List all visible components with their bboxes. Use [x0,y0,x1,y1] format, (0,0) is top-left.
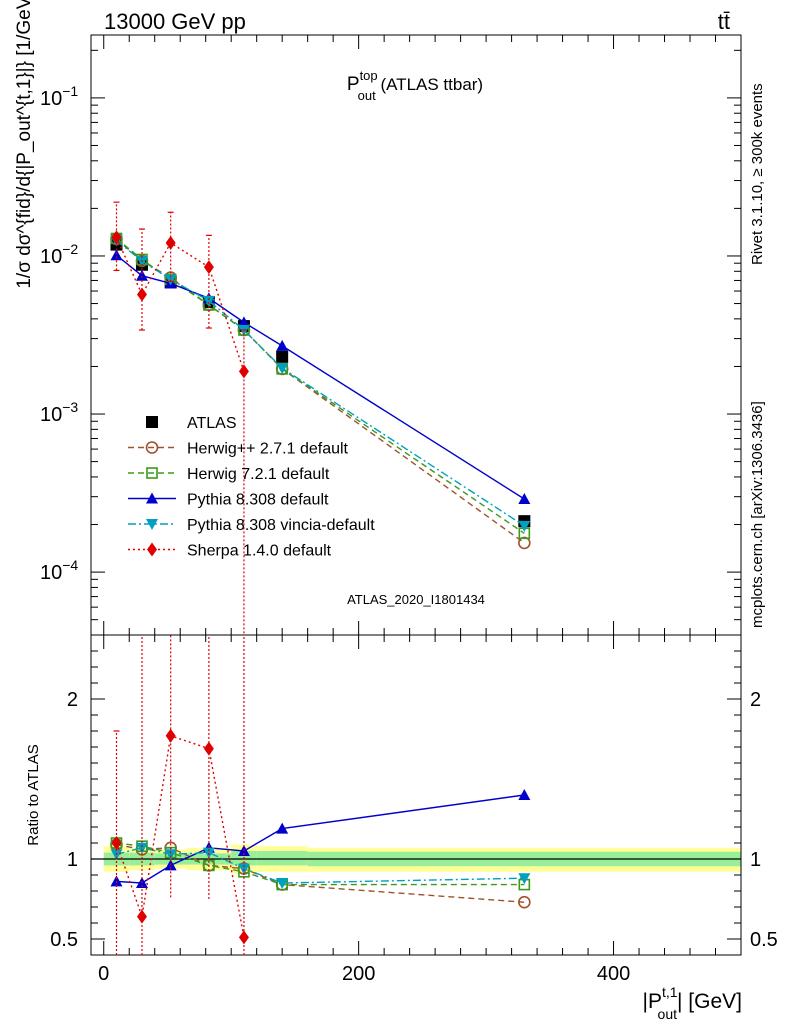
y-tick-label: 10−4 [40,557,78,584]
main-point-diamond [165,235,176,250]
x-tick-label: 400 [597,963,630,985]
ratio-point-diamond [203,741,214,756]
ratio-series-line [115,734,245,938]
ratio-point-triangle-up [110,875,123,887]
ratio-point-triangle-down [135,842,148,854]
ratio-y-tick-label-right: 0.5 [750,929,778,951]
ratio-point-triangle-up [518,789,531,800]
main-point-diamond [203,260,214,275]
y-tick-label-base: 10 [40,404,62,426]
xlabel-base: |P [643,990,662,1013]
ratio-point-triangle-down [518,873,531,885]
y-tick-label-exponent: −4 [62,557,78,573]
main-point-diamond [111,230,122,245]
ratio-point-triangle-up [276,822,289,834]
y-tick-label: 10−1 [40,83,78,110]
main-point-triangle-down [202,295,215,307]
main-point-triangle-up [518,493,531,505]
main-point-triangle-up [237,316,250,328]
ratio-data-marks [110,635,531,955]
rivet-version-label: Rivet 3.1.10, ≥ 300k events [749,83,766,265]
mcplots-source-label: mcplots.cern.ch [arXiv:1306.3436] [749,401,766,628]
legend-marker-triangle-up [146,492,158,504]
ratio-plot-frame [90,634,742,956]
y-tick-label: 10−2 [40,241,78,268]
ratio-point-circle-open [518,895,531,909]
main-point-square [276,350,289,363]
ratio-point-diamond [111,836,122,850]
legend-label: ATLAS [187,415,237,432]
main-y-axis-label: 1/σ dσ^{fid}/d{|P_out^{t,1}|} [1/GeV] [14,0,35,289]
ratio-y-tick-label-left: 0.5 [50,929,78,951]
title-base: P [347,74,360,95]
energy-label: 13000 GeV pp [104,9,246,34]
main-point-diamond [136,287,147,302]
ratio-y-axis-label: Ratio to ATLAS [25,744,42,845]
analysis-watermark: ATLAS_2020_I1801434 [347,592,485,607]
ratio-panel: 2 2 1 1 0.5 0.5 0 200 400 Ratio to ATLAS |Pt,1 ou… [25,634,778,1022]
xlabel-suffix: | [GeV] [677,990,742,1013]
ratio-band-inner [256,851,308,866]
legend: ATLAS Herwig++ 2.7.1 default Herwig 7.2.1 … [128,415,375,560]
ratio-point-diamond [136,909,147,924]
y-tick-label-base: 10 [40,562,62,584]
x-tick-label: 0 [98,963,109,985]
title-sup: top [360,68,378,83]
y-tick-label-exponent: −2 [62,241,78,257]
ratio-y-tick-label-left: 1 [67,849,78,871]
ratio-axis-ticks: 2 2 1 1 0.5 0.5 0 200 400 [50,635,778,985]
ratio-y-tick-label-right: 1 [750,849,761,871]
ratio-y-tick-label-left: 2 [67,689,78,711]
y-tick-label-exponent: −3 [62,399,78,415]
y-tick-label-exponent: −1 [62,83,78,99]
main-panel: 10−110−210−310−4 Ptop out (ATLAS ttbar) A… [14,0,742,636]
main-point-triangle-up [110,249,123,261]
legend-marker-circle-open [145,441,159,454]
xlabel-sup: t,1 [662,984,678,1000]
title-sub: out [358,88,376,103]
legend-label: Sherpa 1.4.0 default [187,543,332,560]
legend-label: Herwig 7.2.1 default [187,466,330,483]
main-series-line [116,254,525,500]
legend-marker-diamond [147,542,157,557]
main-axis-ticks: 10−110−210−310−4 [40,35,742,636]
legend-label: Pythia 8.308 vincia-default [187,517,375,534]
y-tick-label: 10−3 [40,399,78,426]
legend-marker-square [146,416,158,428]
legend-marker-triangle-down [146,519,158,530]
xlabel-sub: out [658,1006,678,1022]
main-point-triangle-down [276,363,289,375]
ratio-point-triangle-down [164,849,177,861]
x-axis-label: |Pt,1 out| [GeV] [643,984,743,1022]
x-tick-label: 200 [342,963,375,985]
ratio-point-triangle-down [276,878,289,889]
main-data-marks [110,201,531,635]
y-tick-label-base: 10 [40,246,62,268]
process-label: tt̄ [718,9,730,34]
ratio-point-diamond [238,930,249,945]
ratio-y-tick-label-right: 2 [750,689,761,711]
y-tick-label-base: 10 [40,88,62,110]
title-suffix: (ATLAS ttbar) [376,75,483,94]
main-point-triangle-down [518,520,531,532]
legend-label: Herwig++ 2.7.1 default [187,441,349,458]
ratio-point-diamond [165,728,176,743]
legend-marker-square-open [146,467,158,479]
main-series-line [115,237,245,372]
main-point-triangle-up [276,339,289,351]
legend-label: Pythia 8.308 default [187,492,329,509]
main-plot-title: Ptop out (ATLAS ttbar) [347,68,483,103]
main-point-triangle-up [135,269,148,281]
main-point-circle-open [518,536,531,550]
